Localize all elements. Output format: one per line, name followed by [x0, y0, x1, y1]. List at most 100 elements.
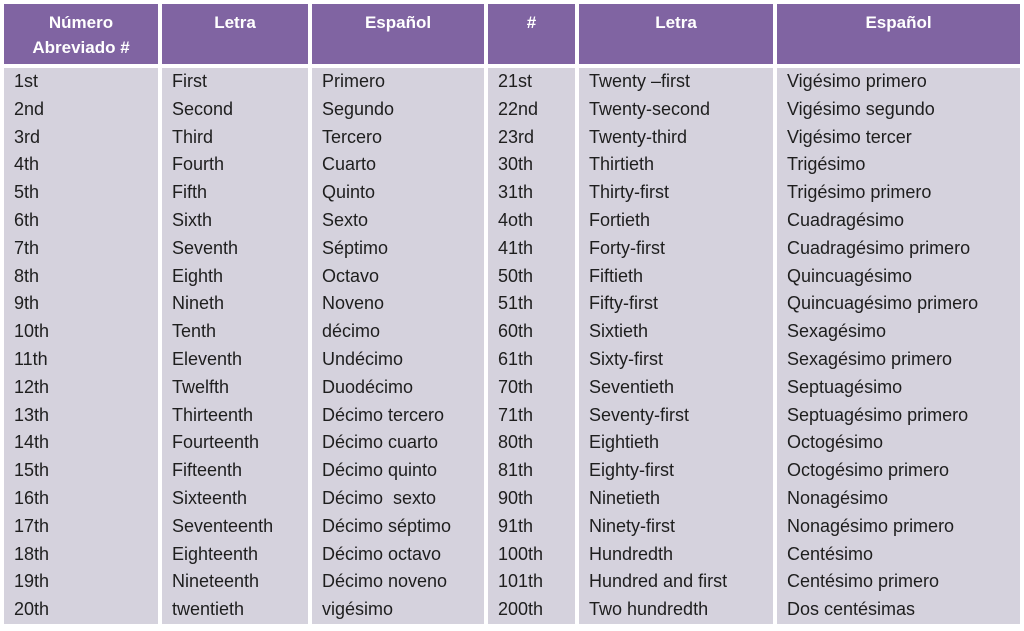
table-row: 8th Eighth Octavo 50th Fiftieth Quincuagésimo — [4, 262, 1020, 291]
table-cell: Sexto — [312, 206, 484, 235]
table-cell: Forty-first — [579, 234, 773, 263]
table-cell: Twenty –first — [579, 68, 773, 96]
table-row: 18th Eighteenth Décimo octavo 100th Hundredt… — [4, 540, 1020, 569]
column-header-letra-left: Letra — [162, 4, 308, 68]
table-cell: 15th — [4, 457, 158, 485]
table-row: 6th Sixth Sexto 4oth Fortieth Cuadragésimo — [4, 206, 1020, 235]
table-cell: Twenty-second — [579, 95, 773, 124]
table-cell: Décimo séptimo — [312, 512, 484, 541]
table-cell: Décimo tercero — [312, 401, 484, 430]
table-cell: Séptimo — [312, 234, 484, 263]
header-row: Número Abreviado # Letra Español # Letra… — [4, 4, 1020, 68]
table-cell: Ninetieth — [579, 484, 773, 513]
table-cell: Thirteenth — [162, 401, 308, 430]
table-cell: 81th — [488, 457, 575, 485]
table-cell: 41th — [488, 234, 575, 263]
table-cell: 19th — [4, 568, 158, 597]
table-cell: Décimo cuarto — [312, 429, 484, 458]
table-cell: Eighteenth — [162, 540, 308, 569]
table-cell: Décimo sexto — [312, 484, 484, 513]
table-cell: 90th — [488, 484, 575, 513]
table-cell: Fourth — [162, 151, 308, 180]
table-cell: Quincuagésimo primero — [777, 290, 1020, 319]
table-cell: 3rd — [4, 123, 158, 152]
table-cell: 21st — [488, 68, 575, 96]
table-row: 19th Nineteenth Décimo noveno 101th Hundred … — [4, 568, 1020, 597]
table-row: 11th Eleventh Undécimo 61th Sixty-first Sexag… — [4, 345, 1020, 374]
table-row: 20th twentieth vigésimo 200th Two hundredth D… — [4, 596, 1020, 624]
table-cell: 2nd — [4, 95, 158, 124]
table-cell: 4oth — [488, 206, 575, 235]
table-cell: Undécimo — [312, 345, 484, 374]
table-cell: Décimo noveno — [312, 568, 484, 597]
table-cell: Sixteenth — [162, 484, 308, 513]
table-cell: Seventy-first — [579, 401, 773, 430]
table-cell: Eleventh — [162, 345, 308, 374]
table-cell: 91th — [488, 512, 575, 541]
table-cell: Primero — [312, 68, 484, 96]
table-row: 17th Seventeenth Décimo séptimo 91th Ninety-… — [4, 512, 1020, 541]
table-cell: Hundredth — [579, 540, 773, 569]
table-cell: Cuadragésimo — [777, 206, 1020, 235]
table-cell: Octavo — [312, 262, 484, 291]
table-cell: 23rd — [488, 123, 575, 152]
table-cell: Eightieth — [579, 429, 773, 458]
table-cell: 20th — [4, 596, 158, 624]
table-cell: Septuagésimo — [777, 373, 1020, 402]
table-row: 7th Seventh Séptimo 41th Forty-first Cuadragé… — [4, 234, 1020, 263]
table-row: 3rd Third Tercero 23rd Twenty-third Vigésimo … — [4, 123, 1020, 152]
table-cell: Fortieth — [579, 206, 773, 235]
table-cell: vigésimo — [312, 596, 484, 624]
table-cell: 10th — [4, 318, 158, 346]
table-cell: Fifth — [162, 179, 308, 207]
table-cell: Quinto — [312, 179, 484, 207]
table-cell: Septuagésimo primero — [777, 401, 1020, 430]
table-cell: 70th — [488, 373, 575, 402]
table-cell: 22nd — [488, 95, 575, 124]
table-cell: Vigésimo segundo — [777, 95, 1020, 124]
table-cell: 4th — [4, 151, 158, 180]
table-cell: Fifteenth — [162, 457, 308, 485]
table-cell: Fifty-first — [579, 290, 773, 319]
table-cell: Sixth — [162, 206, 308, 235]
table-cell: twentieth — [162, 596, 308, 624]
column-header-letra-right: Letra — [579, 4, 773, 68]
table-cell: Vigésimo primero — [777, 68, 1020, 96]
table-cell: Dos centésimas — [777, 596, 1020, 624]
table-cell: Octogésimo primero — [777, 457, 1020, 485]
table-cell: 71th — [488, 401, 575, 430]
table-body: 1st First Primero 21st Twenty –first Vigésimo… — [4, 68, 1020, 624]
table-cell: Thirty-first — [579, 179, 773, 207]
table-cell: Nineth — [162, 290, 308, 319]
table-cell: Seventh — [162, 234, 308, 263]
table-cell: Eighth — [162, 262, 308, 291]
table-cell: 14th — [4, 429, 158, 458]
column-header-number-sign: # — [488, 4, 575, 68]
table-cell: Cuarto — [312, 151, 484, 180]
column-header-espanol-right: Español — [777, 4, 1020, 68]
table-cell: Quincuagésimo — [777, 262, 1020, 291]
table-cell: Second — [162, 95, 308, 124]
table-cell: 50th — [488, 262, 575, 291]
table-row: 2nd Second Segundo 22nd Twenty-second Vigésim… — [4, 95, 1020, 124]
table-cell: 200th — [488, 596, 575, 624]
table-cell: 61th — [488, 345, 575, 374]
table-row: 15th Fifteenth Décimo quinto 81th Eighty-fir… — [4, 457, 1020, 485]
table-cell: Nonagésimo — [777, 484, 1020, 513]
table-cell: Fiftieth — [579, 262, 773, 291]
table-cell: décimo — [312, 318, 484, 346]
table-cell: Sexagésimo primero — [777, 345, 1020, 374]
table-row: 5th Fifth Quinto 31th Thirty-first Trigésimo … — [4, 179, 1020, 207]
table-row: 13th Thirteenth Décimo tercero 71th Seventy-… — [4, 401, 1020, 430]
table-cell: 18th — [4, 540, 158, 569]
table-cell: 11th — [4, 345, 158, 374]
table-header: Número Abreviado # Letra Español # Letra… — [4, 4, 1020, 68]
table-cell: 100th — [488, 540, 575, 569]
table-cell: Hundred and first — [579, 568, 773, 597]
table-cell: Centésimo primero — [777, 568, 1020, 597]
table-cell: Seventeenth — [162, 512, 308, 541]
table-cell: 16th — [4, 484, 158, 513]
table-cell: 5th — [4, 179, 158, 207]
table-cell: Nonagésimo primero — [777, 512, 1020, 541]
table-cell: Nineteenth — [162, 568, 308, 597]
